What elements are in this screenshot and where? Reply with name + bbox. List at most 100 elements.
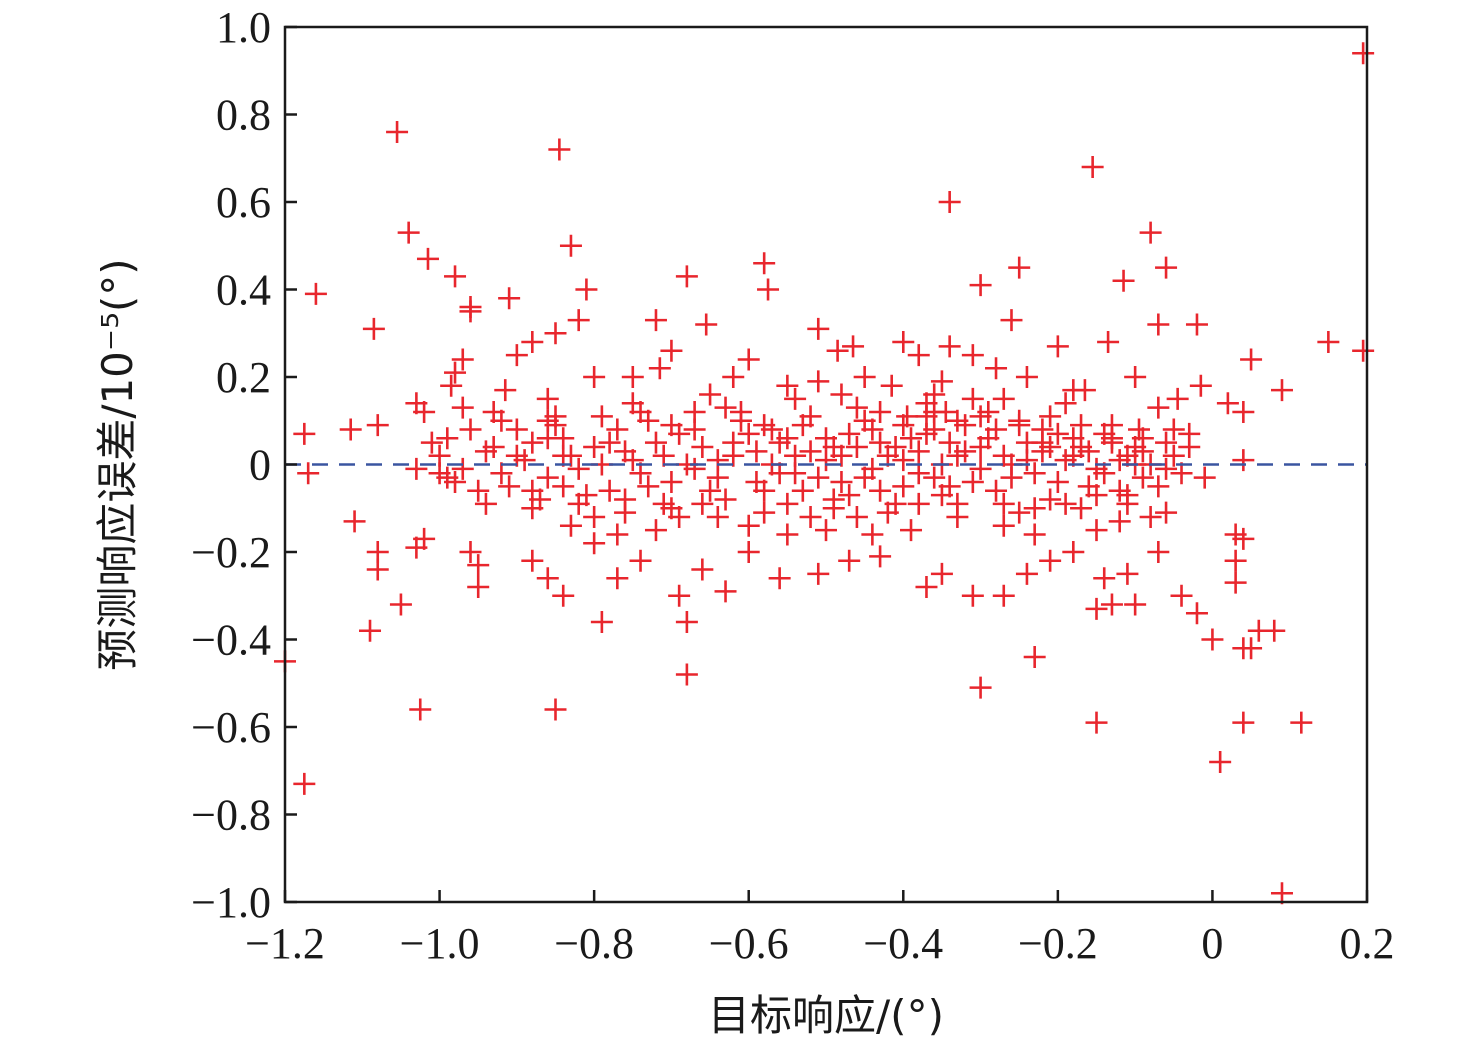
y-tick-label: −0.4 bbox=[191, 616, 271, 665]
data-point bbox=[1085, 711, 1108, 734]
data-point bbox=[838, 549, 861, 572]
data-point bbox=[892, 331, 915, 353]
data-point bbox=[1077, 440, 1100, 463]
data-point bbox=[691, 436, 714, 458]
x-tick-label: −0.4 bbox=[863, 919, 943, 968]
data-point bbox=[915, 422, 938, 445]
data-point bbox=[474, 440, 497, 463]
data-point bbox=[745, 440, 768, 463]
y-tick-label: 0.4 bbox=[216, 266, 271, 315]
data-point bbox=[938, 191, 961, 213]
data-point bbox=[1085, 597, 1108, 620]
data-point bbox=[776, 492, 799, 515]
data-point bbox=[1023, 646, 1046, 668]
data-point bbox=[1147, 475, 1170, 498]
data-point bbox=[1116, 484, 1139, 507]
data-point bbox=[1128, 418, 1151, 441]
data-point bbox=[1224, 523, 1247, 546]
data-point bbox=[1131, 466, 1154, 489]
data-point bbox=[1008, 501, 1031, 524]
data-point bbox=[548, 138, 571, 161]
data-point bbox=[737, 422, 760, 445]
y-tick-label: −0.6 bbox=[191, 703, 271, 752]
data-point bbox=[614, 501, 637, 524]
data-point bbox=[969, 405, 992, 428]
data-point bbox=[992, 584, 1015, 607]
data-point bbox=[598, 431, 621, 454]
data-point bbox=[776, 374, 799, 397]
data-point bbox=[1124, 366, 1147, 388]
y-axis: −1.0 −0.8 −0.6 −0.4 −0.2 0 0.2 0.4 0.6 0.8 1.0 bbox=[191, 3, 297, 927]
data-point bbox=[1139, 506, 1162, 528]
data-point bbox=[440, 374, 463, 397]
data-point bbox=[1162, 444, 1185, 467]
data-point bbox=[1062, 541, 1085, 563]
data-point bbox=[938, 475, 961, 498]
x-tick-label: 0 bbox=[1201, 919, 1223, 968]
data-point bbox=[799, 405, 822, 428]
data-point bbox=[459, 418, 482, 441]
data-point bbox=[869, 431, 892, 454]
data-point bbox=[799, 506, 822, 528]
data-point bbox=[683, 401, 706, 423]
data-point bbox=[923, 466, 946, 489]
data-point bbox=[359, 619, 382, 642]
data-point bbox=[691, 492, 714, 515]
data-point bbox=[1185, 602, 1208, 625]
data-point bbox=[1039, 436, 1062, 458]
data-point bbox=[1232, 401, 1255, 423]
data-point bbox=[436, 427, 459, 450]
data-point bbox=[644, 309, 667, 332]
data-point bbox=[1054, 392, 1077, 415]
data-point bbox=[544, 322, 567, 345]
data-point bbox=[961, 584, 984, 607]
data-point bbox=[1232, 711, 1255, 734]
data-point bbox=[1100, 427, 1123, 450]
data-point bbox=[1015, 449, 1038, 472]
data-point bbox=[884, 436, 907, 458]
data-point bbox=[1108, 449, 1131, 472]
data-point bbox=[1216, 392, 1239, 415]
data-point bbox=[1097, 331, 1120, 353]
data-point bbox=[969, 457, 992, 480]
y-tick-label: 0 bbox=[249, 441, 271, 490]
data-point bbox=[1085, 484, 1108, 507]
data-point bbox=[521, 479, 544, 502]
data-point bbox=[293, 772, 316, 795]
data-point bbox=[498, 287, 521, 310]
data-point bbox=[1008, 409, 1031, 432]
data-point bbox=[1046, 422, 1069, 445]
x-tick-label: −0.8 bbox=[554, 919, 634, 968]
x-tick-label: −1.0 bbox=[400, 919, 480, 968]
data-points bbox=[274, 42, 1375, 905]
data-point bbox=[606, 567, 629, 590]
data-point bbox=[1224, 571, 1247, 594]
data-point bbox=[969, 676, 992, 699]
data-point bbox=[907, 462, 930, 485]
data-point bbox=[339, 418, 362, 441]
data-point bbox=[930, 562, 953, 585]
data-point bbox=[892, 449, 915, 472]
data-point bbox=[1139, 221, 1162, 244]
data-point bbox=[706, 506, 729, 528]
x-axis-title: 目标响应/(°) bbox=[708, 991, 944, 1040]
data-point bbox=[521, 431, 544, 454]
data-point bbox=[1054, 492, 1077, 515]
data-point bbox=[869, 401, 892, 423]
data-point bbox=[985, 357, 1008, 380]
x-tick-label: −1.2 bbox=[245, 919, 325, 968]
data-point bbox=[644, 431, 667, 454]
data-point bbox=[1081, 156, 1104, 178]
data-point bbox=[923, 401, 946, 423]
y-tick-label: −0.2 bbox=[191, 528, 271, 577]
data-point bbox=[536, 567, 559, 590]
data-point bbox=[946, 492, 969, 515]
data-point bbox=[1112, 269, 1135, 292]
data-point bbox=[1039, 549, 1062, 572]
data-point bbox=[737, 541, 760, 563]
data-point bbox=[699, 383, 722, 406]
data-point bbox=[892, 414, 915, 437]
data-point bbox=[946, 409, 969, 432]
data-point bbox=[304, 282, 327, 305]
data-point bbox=[784, 387, 807, 410]
